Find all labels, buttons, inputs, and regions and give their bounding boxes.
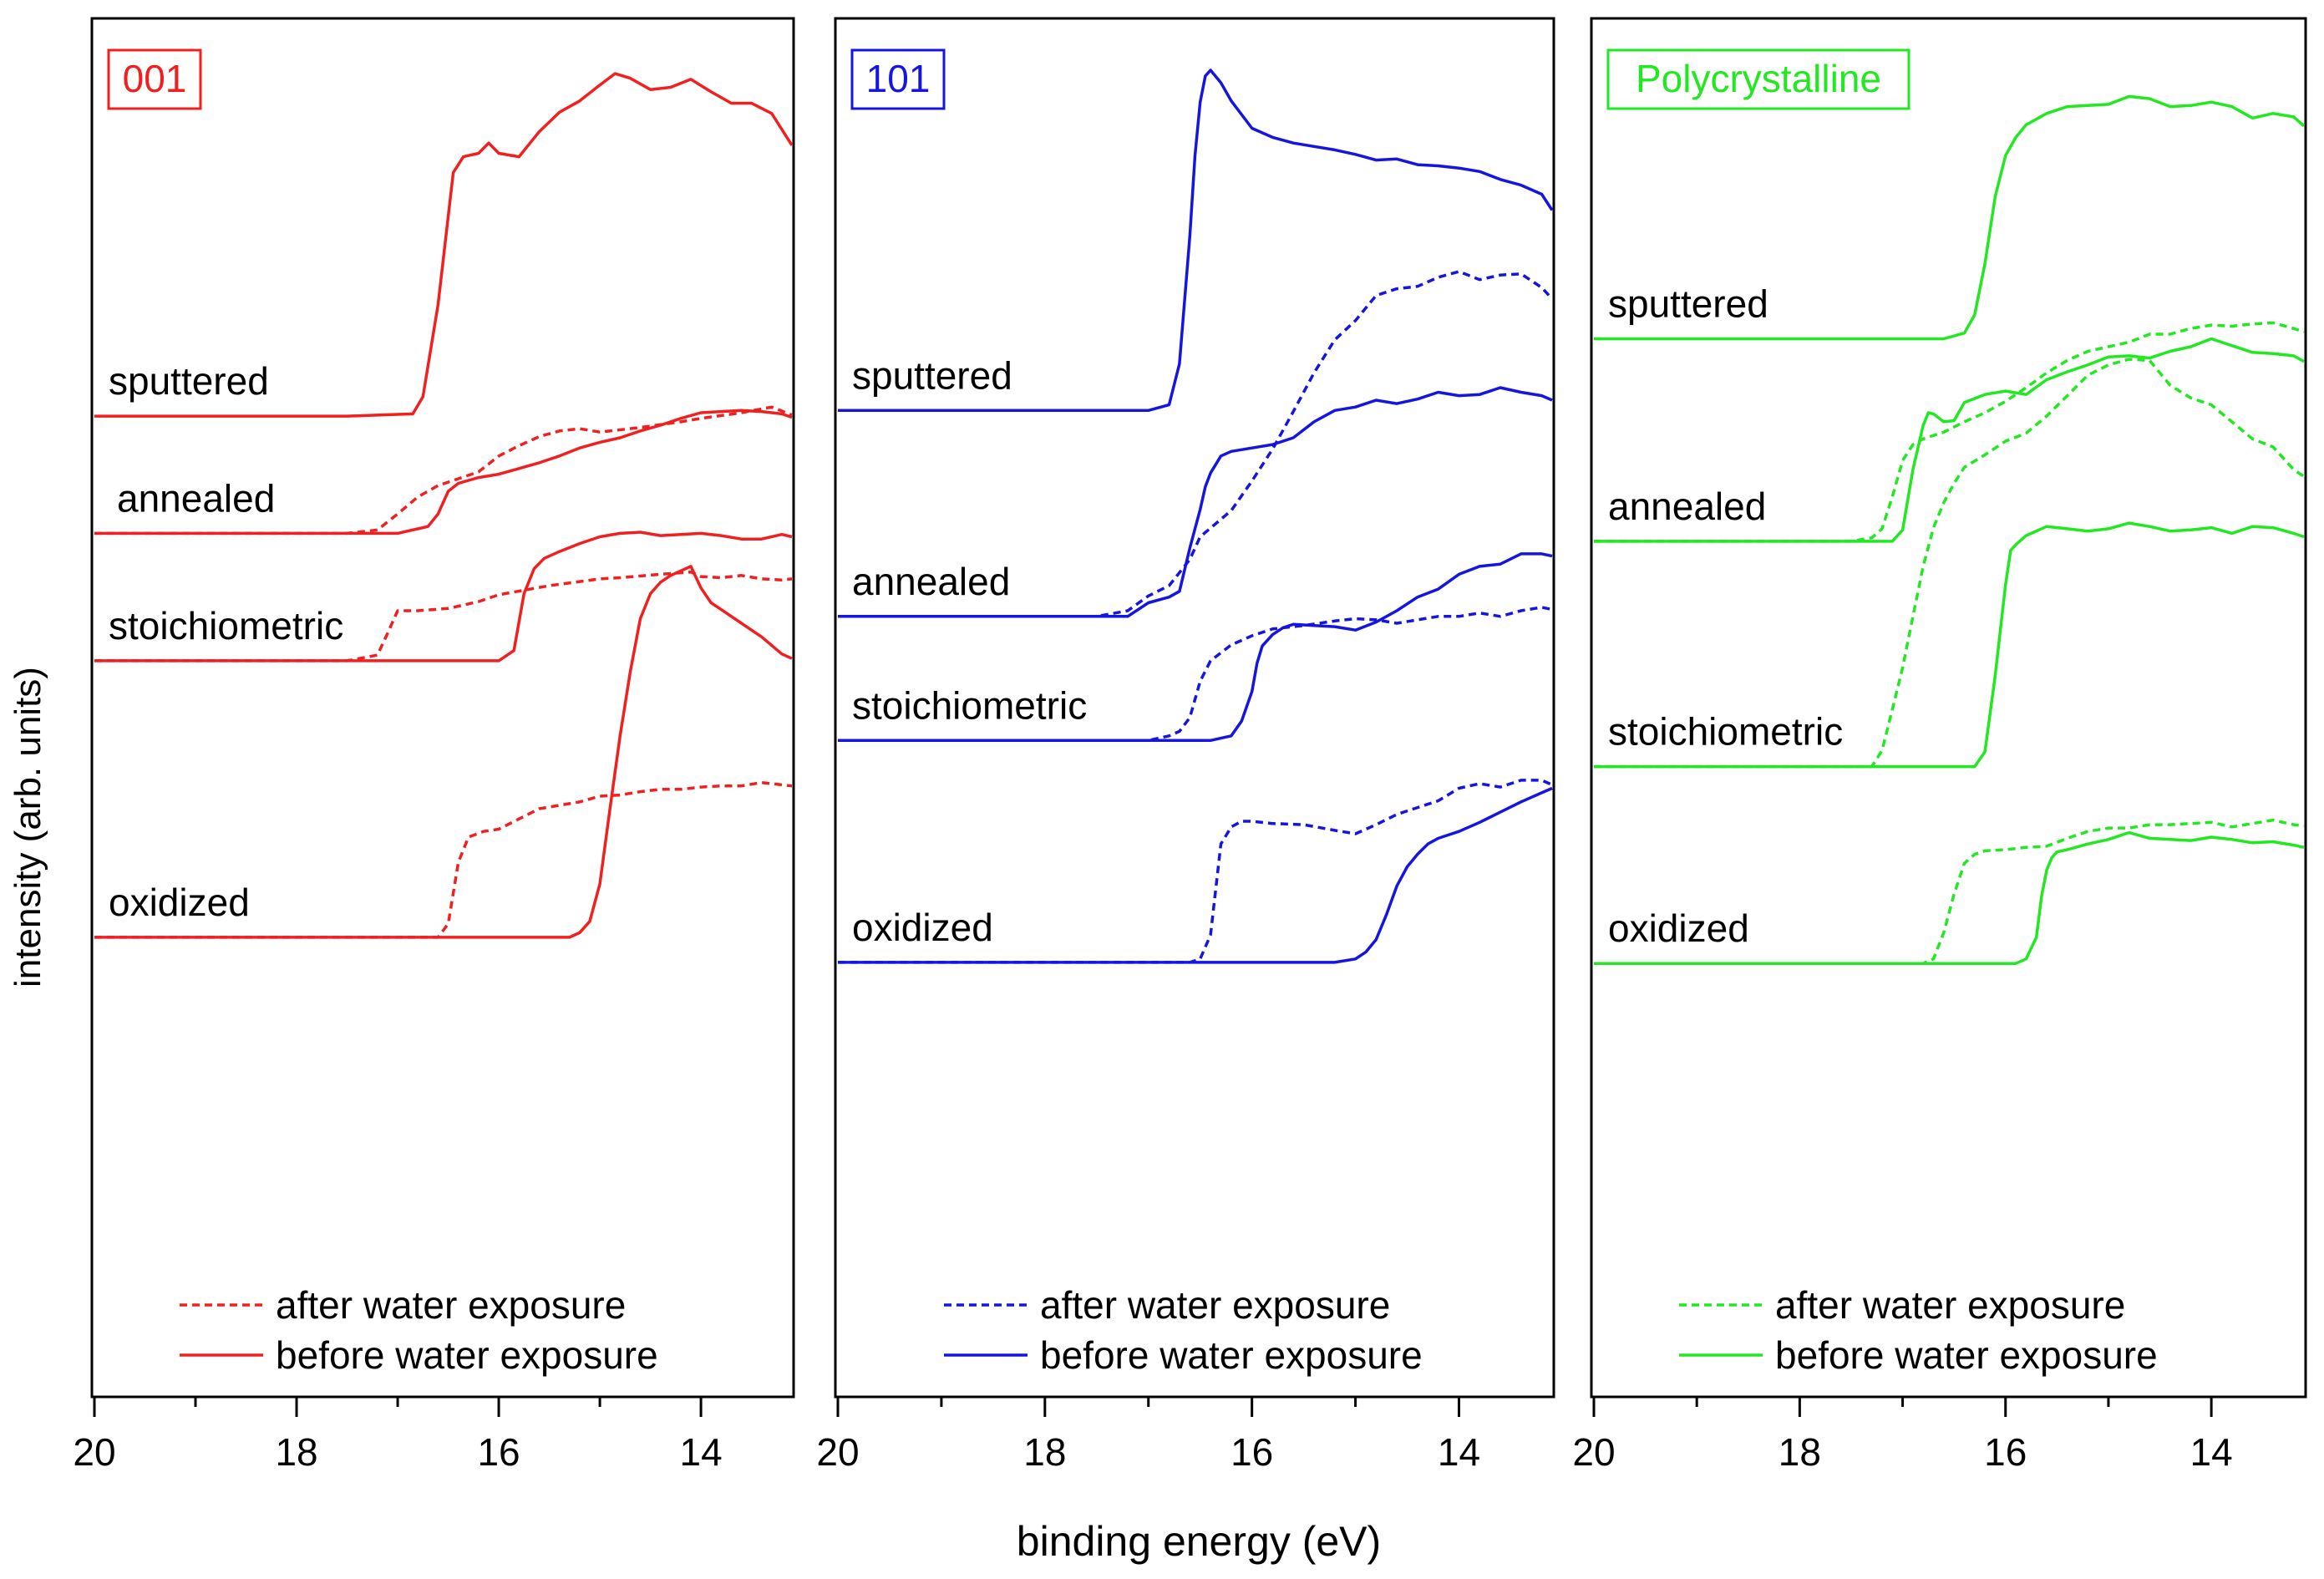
series-stoichiometric-before [838,552,1553,743]
panel-label-text: 001 [123,57,187,100]
panel-label-box [850,48,946,110]
series-stoichiometric-before [1594,521,2305,769]
series-oxidized-before [94,565,793,939]
curve-label-stoichiometric: stoichiometric [109,604,343,647]
series-oxidized-after [1594,818,2305,965]
series-annealed-after [94,405,793,536]
series-sputtered-before [1594,94,2306,341]
series-oxidized-after [94,780,793,939]
x-tick-label: 20 [816,1430,859,1474]
x-tick-label: 16 [1231,1430,1273,1474]
panel-label-box [1606,48,1910,110]
panel-001: 001 sputtered annealed stoichiometric oxidiz… [73,17,795,1474]
series-annealed-after [838,270,1554,618]
x-tick-label: 18 [275,1430,317,1474]
panel-label: 001 [107,48,202,110]
legend-label-after: after water exposure [1775,1283,2125,1327]
curve-label-sputtered: sputtered [1608,282,1768,325]
panel-label: Polycrystalline [1606,48,1910,110]
series-oxidized-before [838,786,1553,964]
curve-label-annealed: annealed [117,476,275,520]
legend: after water exposure before water exposur… [1679,1283,2158,1377]
series-annealed-before [94,409,793,536]
panel-label: 101 [850,48,946,110]
plot-frame [834,17,1555,1399]
series-oxidized-before [1594,830,2305,965]
plot-frame [1590,17,2307,1399]
x-axis-label: binding energy (eV) [1017,1518,1381,1565]
x-tick-label: 14 [2190,1430,2233,1474]
curve-label-annealed: annealed [852,560,1010,603]
series-stoichiometric-after [94,570,793,663]
series-oxidized-after [838,779,1553,964]
x-tick-label: 20 [1572,1430,1615,1474]
x-tick-label: 18 [1779,1430,1821,1474]
series-sputtered-before [838,69,1554,413]
series-annealed-before [1594,337,2305,543]
x-tick-label: 20 [73,1430,115,1474]
panel-label-text: Polycrystalline [1636,57,1881,100]
panel-label-box [107,48,202,110]
curve-label-oxidized: oxidized [852,906,993,949]
x-tick-label: 16 [477,1430,520,1474]
x-tick-label: 18 [1023,1430,1066,1474]
series-stoichiometric-after [1594,358,2305,769]
panel-label-text: 101 [866,57,931,100]
legend-label-before: before water exposure [1775,1333,2158,1377]
curve-label-oxidized: oxidized [109,881,250,924]
legend-label-after: after water exposure [1040,1283,1390,1327]
legend: after water exposure before water exposur… [944,1283,1423,1377]
legend-label-before: before water exposure [1040,1333,1423,1377]
legend-label-after: after water exposure [276,1283,626,1327]
curve-label-stoichiometric: stoichiometric [852,683,1087,727]
legend-label-before: before water exposure [276,1333,658,1377]
x-tick-label: 16 [1984,1430,2027,1474]
curve-label-sputtered: sputtered [109,359,269,403]
y-axis-label: intensity (arb. units) [8,667,48,988]
plot-frame [90,17,795,1399]
panel-101: 101 sputtered annealed stoichiometric oxidiz… [816,17,1555,1474]
legend: after water exposure before water exposur… [180,1283,658,1377]
series-stoichiometric-after [838,606,1553,743]
series-stoichiometric-before [94,531,793,663]
curve-label-stoichiometric: stoichiometric [1608,710,1843,754]
x-tick-label: 14 [680,1430,723,1474]
curve-label-annealed: annealed [1608,485,1766,528]
curve-label-oxidized: oxidized [1608,906,1749,950]
curve-label-sputtered: sputtered [852,353,1012,397]
panel-polycrystalline: Polycrystalline sputtered annealed stoichio… [1572,17,2307,1474]
series-sputtered-before [94,72,794,418]
x-tick-label: 14 [1438,1430,1480,1474]
series-annealed-before [838,386,1553,618]
